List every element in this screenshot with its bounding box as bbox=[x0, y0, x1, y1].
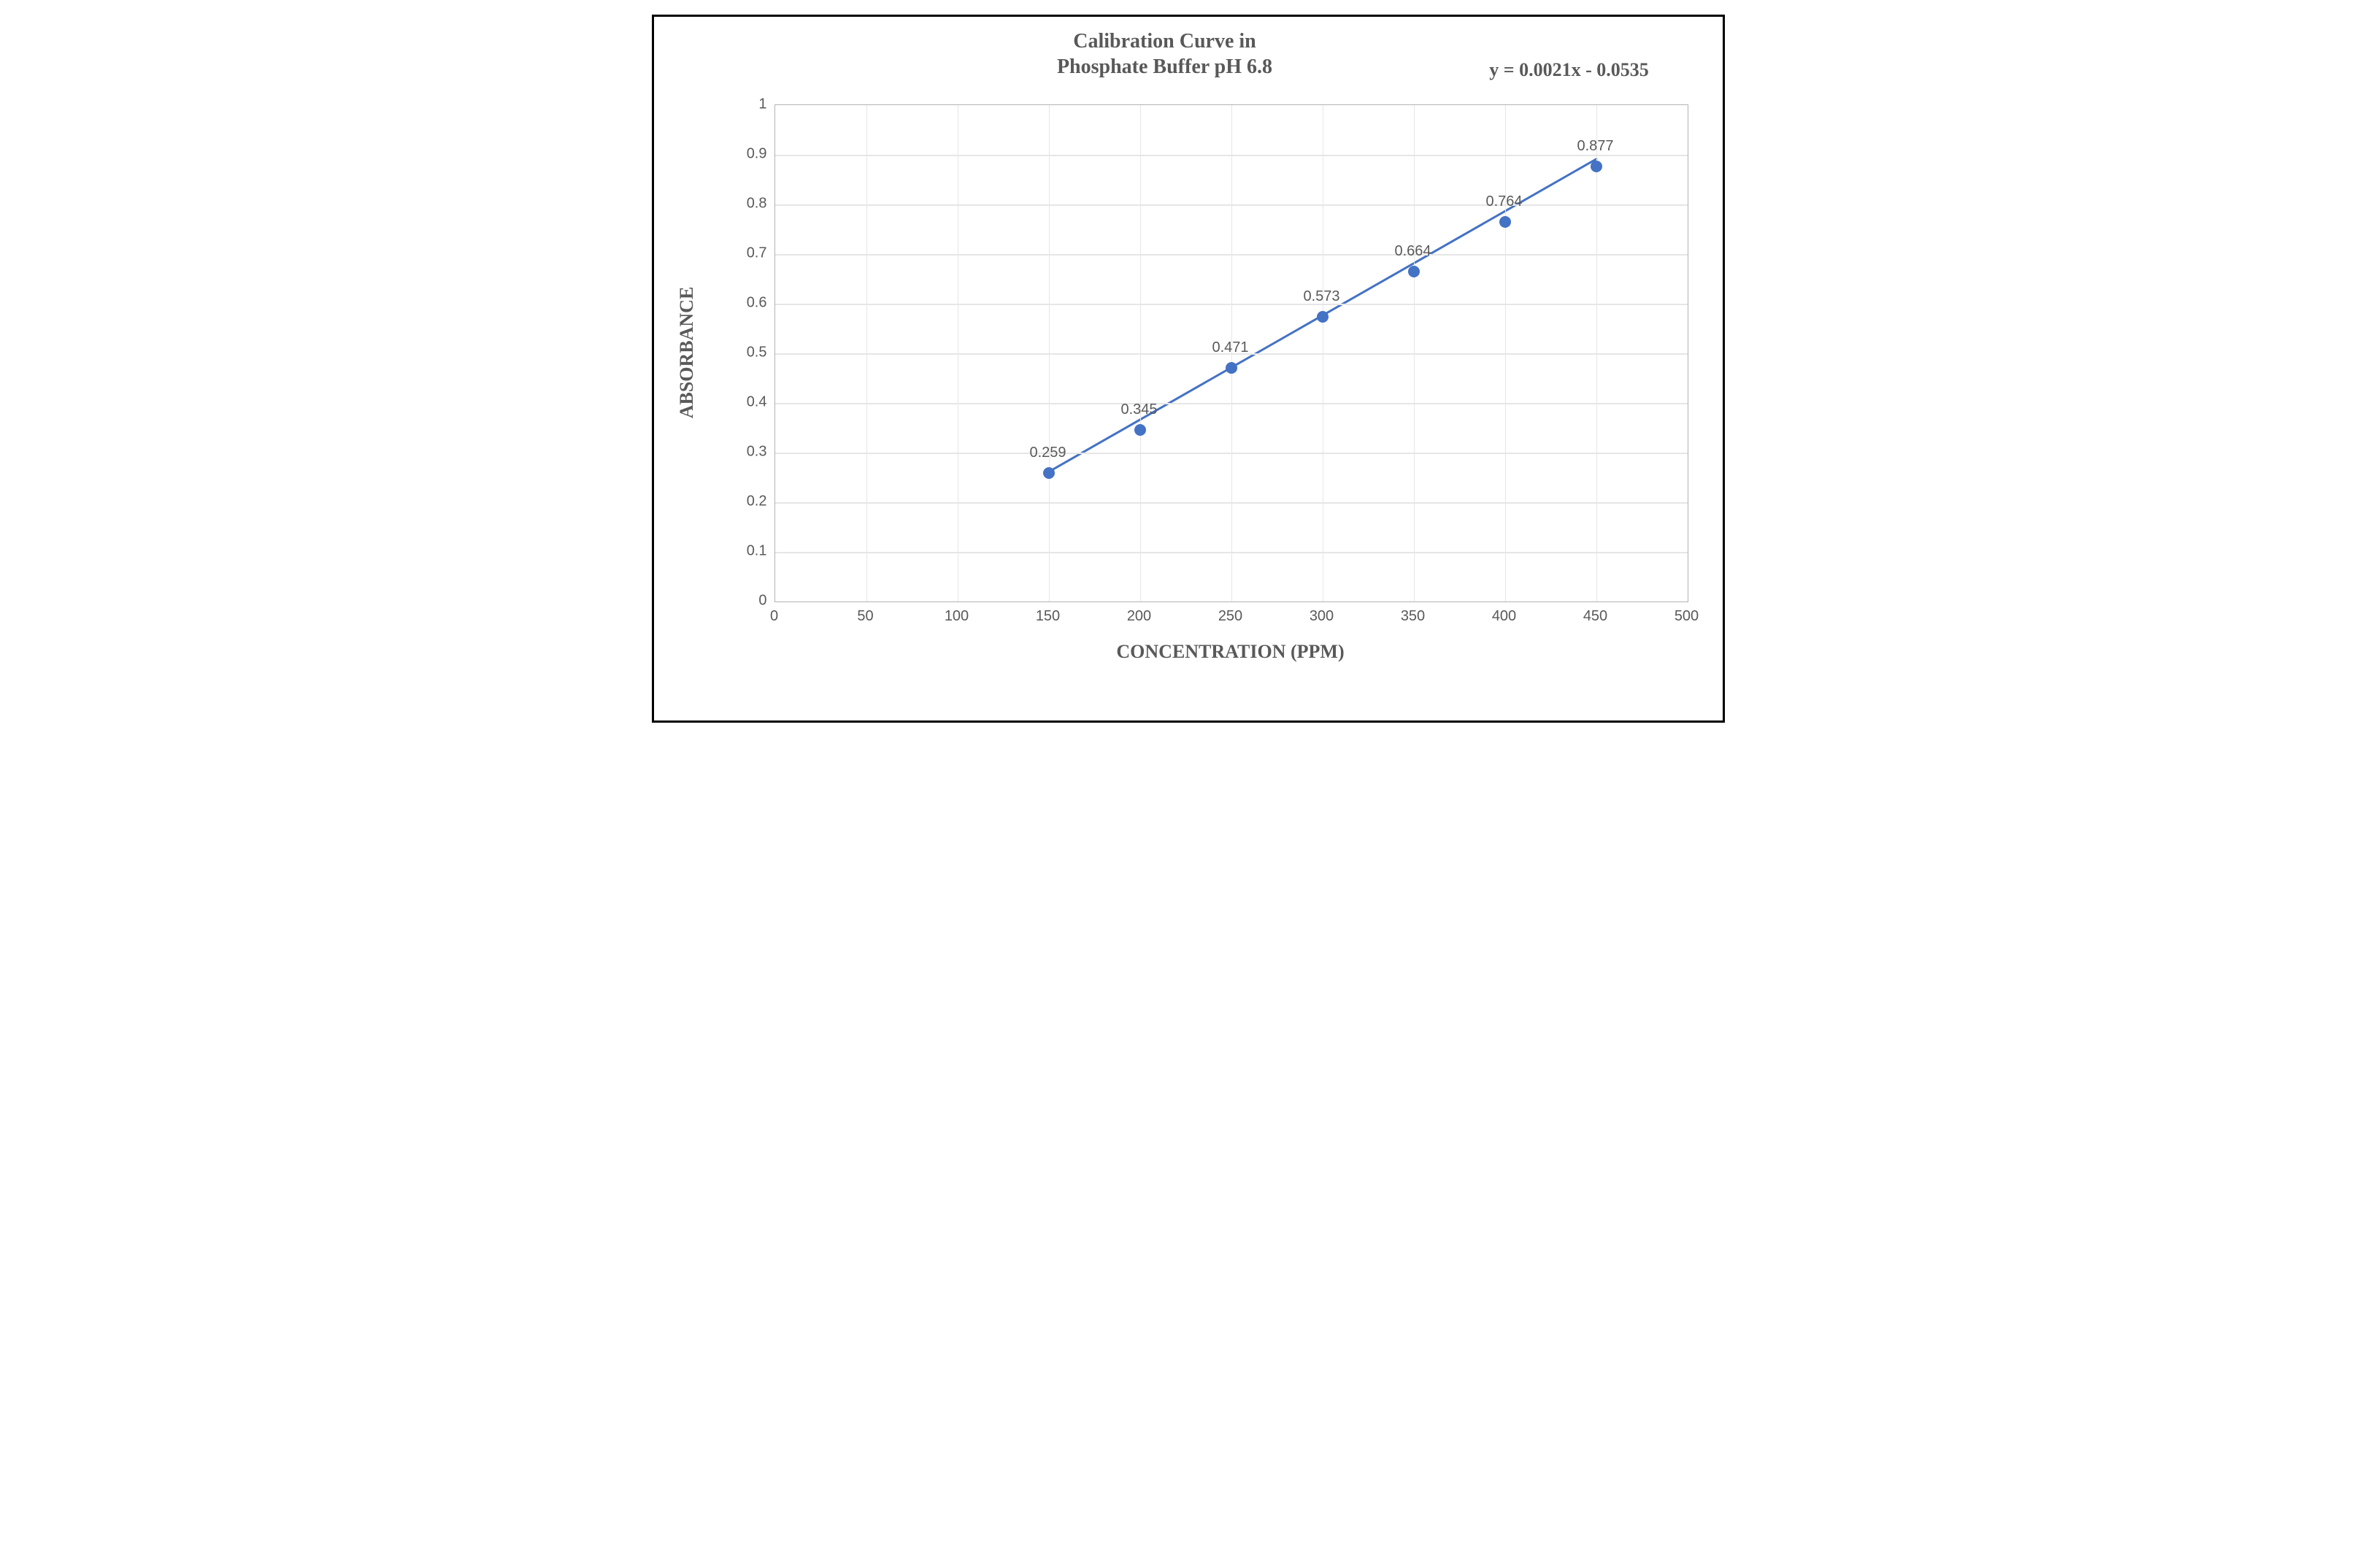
y-tick-label: 0 bbox=[738, 593, 767, 610]
y-tick-label: 0.5 bbox=[738, 345, 767, 361]
grid-line-horizontal bbox=[775, 254, 1688, 255]
chart-title: Calibration Curve in Phosphate Buffer pH… bbox=[975, 28, 1355, 80]
data-point-label: 0.345 bbox=[1120, 401, 1157, 418]
grid-line-horizontal bbox=[775, 403, 1688, 404]
x-tick-label: 400 bbox=[1492, 608, 1516, 625]
data-point-label: 0.259 bbox=[1029, 445, 1066, 461]
y-tick-label: 0.9 bbox=[738, 146, 767, 163]
x-tick-label: 300 bbox=[1310, 608, 1334, 625]
grid-line-horizontal bbox=[775, 155, 1688, 156]
y-tick-label: 0.3 bbox=[738, 444, 767, 461]
x-tick-label: 100 bbox=[945, 608, 969, 625]
equation-text: y = 0.0021x - 0.0535 bbox=[1445, 58, 1693, 82]
data-point-label: 0.764 bbox=[1485, 193, 1522, 210]
data-point-label: 0.877 bbox=[1577, 138, 1613, 155]
data-point-label: 0.664 bbox=[1394, 243, 1431, 260]
grid-line-horizontal bbox=[775, 304, 1688, 305]
x-tick-label: 500 bbox=[1675, 608, 1699, 625]
grid-line-horizontal bbox=[775, 204, 1688, 206]
x-tick-label: 0 bbox=[770, 608, 778, 625]
x-tick-label: 50 bbox=[857, 608, 873, 625]
x-tick-label: 150 bbox=[1036, 608, 1060, 625]
y-tick-label: 0.6 bbox=[738, 295, 767, 312]
grid-line-horizontal bbox=[775, 502, 1688, 504]
x-axis-title: CONCENTRATION (PPM) bbox=[1116, 641, 1344, 663]
data-point-marker bbox=[1043, 467, 1055, 479]
x-tick-label: 200 bbox=[1127, 608, 1151, 625]
data-point-marker bbox=[1408, 266, 1420, 277]
chart-outer-frame: Calibration Curve in Phosphate Buffer pH… bbox=[652, 15, 1725, 723]
data-point-marker bbox=[1134, 424, 1146, 436]
y-axis-title: ABSORBANCE bbox=[676, 287, 698, 419]
grid-line-horizontal bbox=[775, 453, 1688, 454]
data-point-marker bbox=[1317, 311, 1329, 323]
y-tick-label: 1 bbox=[738, 96, 767, 113]
y-tick-label: 0.1 bbox=[738, 543, 767, 560]
grid-line-horizontal bbox=[775, 552, 1688, 553]
data-point-marker bbox=[1591, 161, 1602, 172]
y-tick-label: 0.7 bbox=[738, 245, 767, 262]
data-point-marker bbox=[1226, 362, 1237, 374]
x-tick-label: 250 bbox=[1218, 608, 1242, 625]
data-point-label: 0.471 bbox=[1212, 339, 1248, 356]
x-tick-label: 450 bbox=[1583, 608, 1607, 625]
y-tick-label: 0.4 bbox=[738, 394, 767, 411]
x-tick-label: 350 bbox=[1401, 608, 1425, 625]
data-point-marker bbox=[1499, 216, 1511, 228]
y-tick-label: 0.8 bbox=[738, 196, 767, 212]
data-point-label: 0.573 bbox=[1303, 288, 1339, 305]
y-tick-label: 0.2 bbox=[738, 493, 767, 510]
